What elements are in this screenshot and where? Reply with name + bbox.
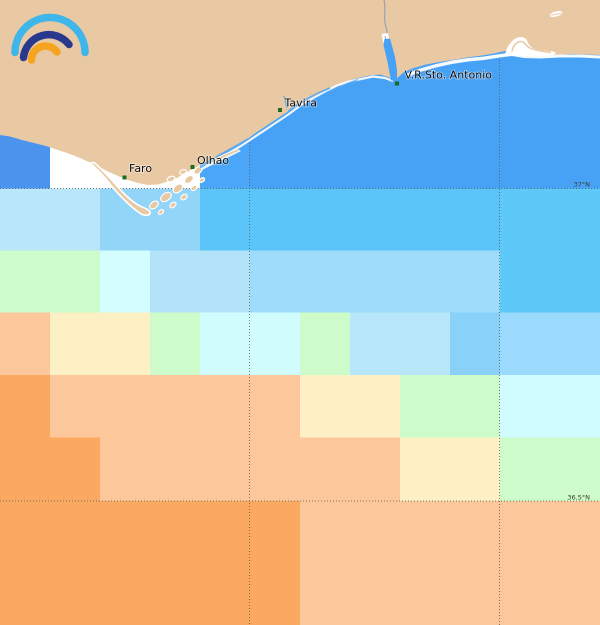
forecast-grid-cell bbox=[150, 312, 200, 375]
city-marker-faro bbox=[122, 175, 127, 180]
forecast-grid-layer bbox=[0, 129, 600, 625]
guadiana-river bbox=[381, 0, 397, 81]
logo-outer-arc-icon bbox=[11, 13, 89, 57]
lagoon-islands bbox=[149, 166, 206, 215]
city-marker-vr-sto-antonio bbox=[395, 81, 399, 86]
forecast-grid-cell bbox=[0, 437, 100, 501]
forecast-grid-cell bbox=[500, 375, 600, 438]
city-label-tavira: Tavira bbox=[284, 97, 317, 110]
latitude-label: 36.5°N bbox=[567, 494, 590, 502]
forecast-grid-cell bbox=[200, 312, 300, 375]
forecast-grid-cell bbox=[250, 250, 500, 313]
land-mainland bbox=[0, 0, 600, 185]
coastline-layer bbox=[0, 0, 600, 217]
city-marker-tavira bbox=[278, 108, 282, 112]
forecast-grid-cell bbox=[300, 312, 350, 375]
east-lagoon-hook bbox=[505, 11, 563, 57]
logo-rainbow-icon bbox=[11, 13, 89, 64]
forecast-grid-cell bbox=[350, 312, 450, 375]
city-label-vr-sto-antonio: V.R.Sto. Antonio bbox=[405, 69, 493, 82]
forecast-grid-cell bbox=[50, 375, 300, 438]
latitude-label: 37°N bbox=[574, 181, 591, 189]
graticule-layer: 37°N 36.5°N bbox=[0, 57, 600, 625]
forecast-grid-cell bbox=[0, 312, 50, 375]
west-beach-strip bbox=[204, 75, 394, 166]
logo-inner-arc-icon bbox=[27, 42, 61, 64]
city-olhao: Olhao bbox=[190, 153, 230, 169]
forecast-grid-cell bbox=[100, 437, 400, 501]
forecast-grid-cell bbox=[500, 188, 600, 251]
forecast-grid-cell bbox=[400, 437, 500, 501]
forecast-grid-cell bbox=[0, 188, 100, 251]
forecast-grid-cell bbox=[450, 312, 500, 375]
forecast-grid-cell bbox=[0, 250, 100, 313]
city-label-olhao: Olhao bbox=[197, 154, 229, 167]
city-tavira: Tavira bbox=[278, 96, 318, 112]
forecast-grid-cell bbox=[500, 312, 600, 375]
forecast-grid-cell bbox=[400, 375, 500, 438]
forecast-grid-cell bbox=[200, 188, 500, 251]
city-vr-sto-antonio: V.R.Sto. Antonio bbox=[395, 68, 493, 86]
forecast-grid-cell bbox=[300, 375, 400, 438]
cities-layer: Faro Olhao Tavira V.R.Sto. Antonio bbox=[122, 68, 493, 180]
logo-middle-arc-icon bbox=[19, 30, 73, 62]
forecast-grid-cell bbox=[500, 437, 600, 501]
cape-sand-spit bbox=[87, 161, 151, 217]
forecast-grid-cell bbox=[100, 250, 150, 313]
forecast-grid-cell bbox=[0, 375, 50, 438]
forecast-grid-cell bbox=[0, 501, 300, 625]
city-marker-olhao bbox=[190, 165, 195, 169]
forecast-grid-cell bbox=[500, 250, 600, 313]
forecast-grid-cell bbox=[150, 250, 250, 313]
city-faro: Faro bbox=[122, 161, 153, 180]
forecast-grid-cell bbox=[300, 501, 600, 625]
city-label-faro: Faro bbox=[129, 162, 152, 175]
forecast-grid-cell bbox=[50, 312, 150, 375]
tidal-channels bbox=[199, 78, 359, 169]
east-beach-strip bbox=[406, 52, 600, 77]
